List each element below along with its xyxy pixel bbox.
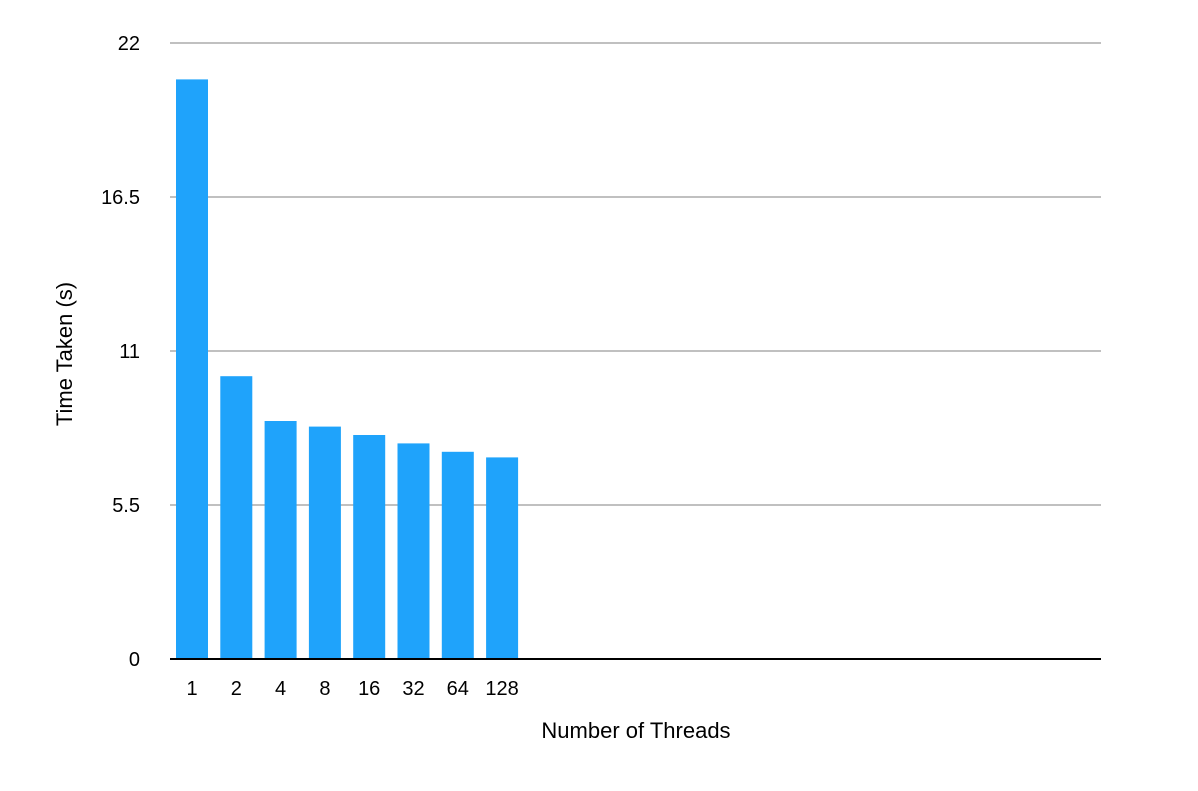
bar-4	[264, 421, 297, 659]
gridlines	[170, 42, 1101, 506]
x-tick-label: 64	[447, 678, 469, 700]
x-tick-label: 16	[358, 678, 380, 700]
bar-16	[353, 435, 386, 659]
bar-128	[486, 457, 519, 659]
y-tick-label: 5.5	[112, 495, 140, 517]
x-tick-labels: 1 2 4 8 16 32 64 128	[186, 678, 518, 700]
y-tick-label: 22	[118, 33, 140, 55]
y-axis-title: Time Taken (s)	[52, 282, 77, 426]
y-tick-label: 16.5	[101, 187, 140, 209]
bar-1	[176, 79, 208, 659]
bar-32	[397, 443, 430, 659]
y-tick-label: 0	[129, 649, 140, 671]
y-tick-labels: 0 5.5 11 16.5 22	[101, 33, 140, 671]
bars	[176, 79, 519, 659]
x-tick-label: 128	[485, 678, 518, 700]
x-tick-label: 4	[275, 678, 286, 700]
x-tick-label: 32	[402, 678, 424, 700]
bar-64	[441, 451, 474, 659]
bar-2	[220, 376, 253, 659]
x-tick-label: 1	[186, 678, 197, 700]
x-tick-label: 8	[319, 678, 330, 700]
x-tick-label: 2	[231, 678, 242, 700]
y-tick-label: 11	[119, 341, 140, 363]
bar-8	[308, 426, 341, 659]
x-axis-title: Number of Threads	[541, 718, 730, 743]
